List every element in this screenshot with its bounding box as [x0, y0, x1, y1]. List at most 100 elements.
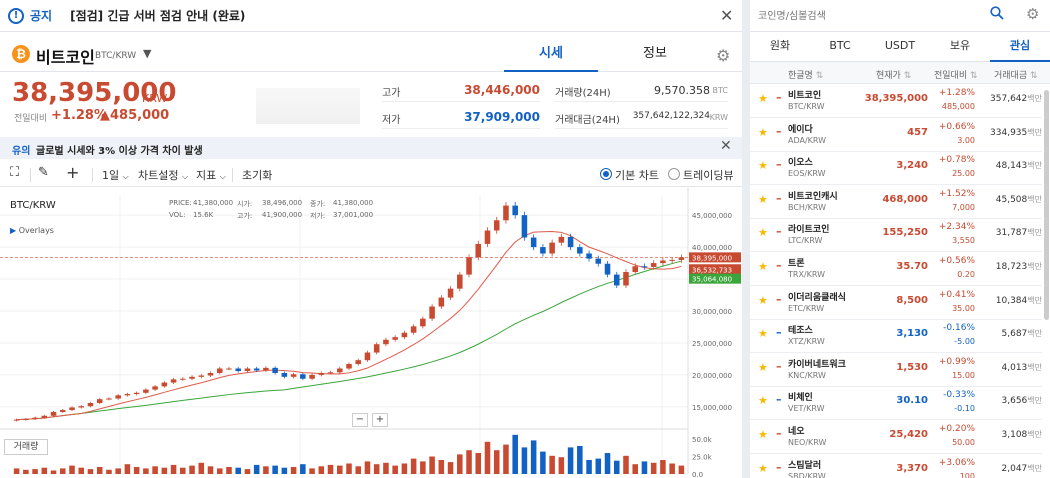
list-scrollbar[interactable] [1044, 90, 1049, 320]
sort-icon: ⇅ [970, 71, 978, 81]
list-item[interactable]: ★ – 네오 NEO/KRW 25,420 +0.20% 50.00 3,108백만 [750, 420, 1042, 454]
coin-header: ₿ 비트코인 BTC/KRW ▼ 시세 정보 ⚙ [0, 38, 742, 72]
notice-info-icon: ! [8, 7, 24, 24]
price-unit: KRW [142, 92, 168, 105]
star-icon[interactable]: ★ [758, 92, 768, 105]
volume-tick-label: 50.0k [692, 436, 713, 444]
star-icon[interactable]: ★ [758, 360, 768, 374]
notice-title[interactable]: [점검] 긴급 서버 점검 안내 (완료) [70, 9, 246, 23]
list-item[interactable]: ★ – 이오스 EOS/KRW 3,240 +0.78% 25.00 48,143백만 [750, 151, 1042, 186]
indicators-button[interactable]: 지표 ⌵ [196, 167, 226, 183]
tab-info[interactable]: 정보 [643, 46, 667, 61]
star-icon[interactable]: ★ [758, 327, 768, 341]
list-item[interactable]: ★ – 비트코인캐시 BCH/KRW 468,000 +1.52% 7,000 45,508백… [750, 185, 1042, 219]
col-price[interactable]: 현재가 ⇅ [876, 68, 911, 81]
gear-icon[interactable]: ⚙ [1026, 5, 1040, 23]
ohlc-close-label: 종가: [310, 200, 326, 208]
list-item[interactable]: ★ – 카이버네트워크 KNC/KRW 1,530 +0.99% 15.00 4,013백만 [750, 353, 1042, 387]
price-chart[interactable]: 45,000,00040,000,00035,000,00030,000,000… [0, 188, 742, 478]
basic-chart-radio[interactable] [600, 168, 612, 180]
list-item[interactable]: ★ – 비트코인 BTC/KRW 38,395,000 +1.28% 485,000 357,… [750, 84, 1042, 118]
col-amount-label: 거래대금 [994, 71, 1028, 81]
candle [290, 374, 297, 377]
volume-bar [540, 451, 546, 474]
candle [355, 360, 362, 365]
coin-trade-amount-unit: 백만 [1027, 194, 1042, 204]
candle [281, 372, 288, 377]
coin-change-amount: -0.10 [954, 404, 975, 414]
search-icon[interactable] [990, 6, 1004, 20]
tab-usdt[interactable]: USDT [884, 39, 916, 52]
star-icon[interactable]: ★ [758, 461, 768, 475]
chart-canvas[interactable]: 45,000,00040,000,00035,000,00030,000,000… [0, 188, 742, 478]
zoom-out-button[interactable]: − [352, 413, 368, 427]
tab-krw[interactable]: 원화 [769, 39, 791, 52]
coin-symbol: TRX/KRW [788, 270, 826, 279]
list-item[interactable]: ★ – 라이트코인 LTC/KRW 155,250 +2.34% 3,550 31,787백만 [750, 218, 1042, 253]
volume-bar [300, 464, 306, 474]
coin-trade-amount: 48,143백만 [996, 160, 1042, 171]
overlays-toggle[interactable]: ▶ Overlays [10, 226, 54, 235]
candle [549, 242, 555, 254]
star-icon[interactable]: ★ [758, 192, 768, 206]
gear-icon[interactable]: ⚙ [716, 46, 731, 65]
star-icon[interactable]: ★ [758, 428, 768, 441]
coin-change-amount: 15.00 [952, 370, 975, 380]
warning-close-icon[interactable]: ✕ [720, 138, 732, 154]
zoom-in-button[interactable]: + [372, 413, 388, 427]
star-icon[interactable]: ★ [758, 260, 768, 273]
list-item[interactable]: ★ – 테조스 XTZ/KRW 3,130 -0.16% -5.00 5,687백만 [750, 319, 1042, 354]
star-icon[interactable]: ★ [758, 226, 768, 240]
notice-bar[interactable]: ! 공지 [점검] 긴급 서버 점검 안내 (완료) ✕ [0, 0, 742, 32]
list-item[interactable]: ★ – 에이다 ADA/KRW 457 +0.66% 3.00 334,935백만 [750, 118, 1042, 152]
ohlc-low-label: 저가: [310, 212, 326, 220]
coin-trade-amount: 31,787백만 [996, 227, 1042, 238]
coin-symbol: BCH/KRW [788, 202, 827, 212]
stat-amount-label: 거래대금(24H) [555, 115, 620, 126]
volume-bar [41, 467, 48, 474]
coin-price: 30.10 [896, 395, 928, 407]
col-amount[interactable]: 거래대금 ⇅ [994, 68, 1038, 81]
volume-bar [438, 460, 445, 474]
crosshair-icon[interactable]: + [66, 163, 80, 182]
candle [244, 368, 251, 372]
list-item[interactable]: ★ – 트론 TRX/KRW 35.70 +0.56% 0.20 18,723백만 [750, 252, 1042, 286]
pencil-icon[interactable]: ✎ [38, 165, 49, 180]
y-tick-label: 15,000,000 [692, 404, 732, 412]
fullscreen-icon[interactable]: ⛶ [10, 165, 20, 180]
tab-quote[interactable]: 시세 [504, 38, 598, 72]
coin-name[interactable]: 비트코인 [36, 48, 95, 67]
tab-btc[interactable]: BTC [829, 39, 851, 52]
chart-settings-button[interactable]: 차트설정 ⌵ [138, 167, 188, 183]
candle [392, 337, 398, 340]
coin-trade-amount-value: 2,047 [1001, 463, 1028, 474]
list-item[interactable]: ★ – 비체인 VET/KRW 30.10 -0.33% -0.10 3,656백만 [750, 386, 1042, 421]
col-name[interactable]: 한글명 ⇅ [788, 68, 823, 81]
star-icon[interactable]: ★ [758, 125, 768, 139]
coin-symbol: ETC/KRW [788, 303, 825, 313]
search-input[interactable] [758, 6, 988, 26]
tradingview-radio[interactable] [668, 168, 680, 180]
basic-chart-label[interactable]: 기본 차트 [615, 169, 659, 182]
interval-select[interactable]: 1일 ⌵ [102, 167, 129, 183]
coin-dropdown-icon[interactable]: ▼ [143, 47, 152, 60]
volume-toggle-button[interactable]: 거래량 [4, 439, 48, 455]
star-icon[interactable]: ★ [758, 159, 768, 173]
list-item[interactable]: ★ – 스팀달러 SBD/KRW 3,370 +3.06% 100 2,047백만 [750, 454, 1042, 478]
star-icon[interactable]: ★ [758, 394, 768, 408]
volume-bar [226, 467, 232, 474]
candle [383, 339, 389, 345]
warning-bar[interactable]: 유의 글로벌 시세와 3% 이상 가격 차이 발생 ✕ [0, 137, 742, 159]
notice-close-icon[interactable]: ✕ [720, 6, 734, 25]
volume-bar [216, 468, 223, 474]
ohlc-open-value: 38,496,000 [262, 199, 303, 207]
tradingview-label[interactable]: 트레이딩뷰 [683, 169, 734, 182]
reset-button[interactable]: 초기화 [242, 169, 273, 182]
tab-favorites[interactable]: 관심 [990, 32, 1050, 62]
list-item[interactable]: ★ – 이더리움클래식 ETC/KRW 8,500 +0.41% 35.00 10,384백만 [750, 286, 1042, 320]
col-change[interactable]: 전일대비 ⇅ [934, 68, 978, 81]
tab-holdings[interactable]: 보유 [949, 39, 971, 52]
star-icon[interactable]: ★ [758, 293, 768, 307]
candle [613, 274, 620, 286]
volume-bar [641, 461, 648, 474]
